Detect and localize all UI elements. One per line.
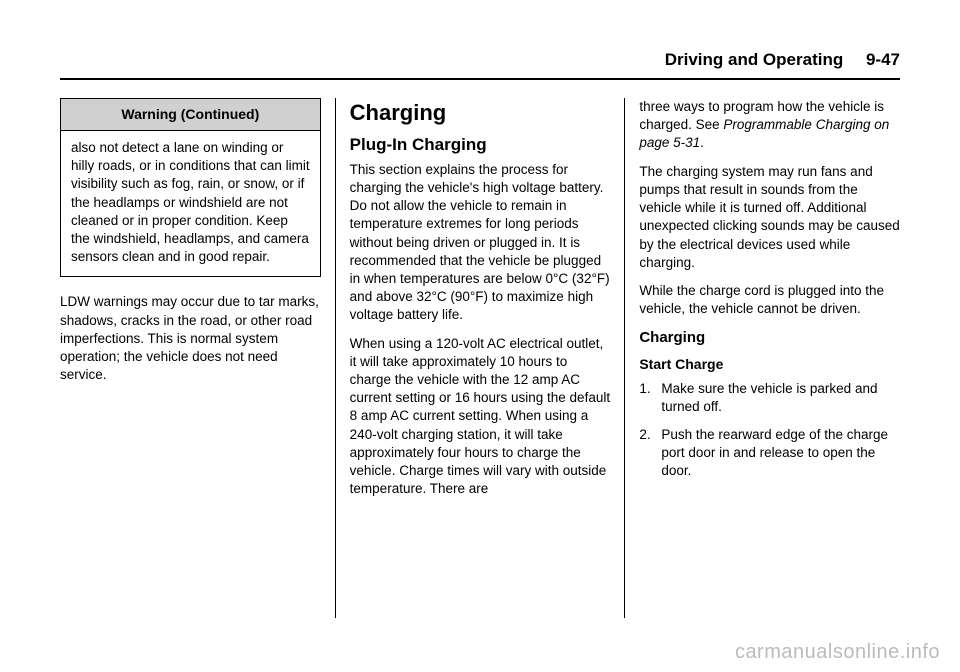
- step-2-number: 2.: [639, 426, 661, 481]
- ldw-paragraph: LDW warnings may occur due to tar marks,…: [60, 293, 321, 384]
- program-text-c: .: [700, 135, 704, 150]
- step-1-number: 1.: [639, 380, 661, 416]
- warning-body: also not detect a lane on winding or hil…: [61, 131, 320, 277]
- step-2-text: Push the rearward edge of the charge por…: [661, 426, 900, 481]
- watermark: carmanualsonline.info: [735, 641, 940, 664]
- content-columns: Warning (Continued) also not detect a la…: [60, 98, 900, 618]
- warning-box: Warning (Continued) also not detect a la…: [60, 98, 321, 277]
- page-header: Driving and Operating 9-47: [60, 50, 900, 80]
- step-2: 2. Push the rearward edge of the charge …: [639, 426, 900, 481]
- section-title: Driving and Operating: [665, 50, 844, 69]
- step-1: 1. Make sure the vehicle is parked and t…: [639, 380, 900, 416]
- program-para: three ways to program how the vehicle is…: [639, 98, 900, 153]
- column-2: Charging Plug-In Charging This section e…: [335, 98, 626, 618]
- step-1-text: Make sure the vehicle is parked and turn…: [661, 380, 900, 416]
- warning-title: Warning (Continued): [61, 99, 320, 131]
- cord-para: While the charge cord is plugged into th…: [639, 282, 900, 318]
- start-charge-heading: Start Charge: [639, 355, 900, 374]
- fans-para: The charging system may run fans and pum…: [639, 163, 900, 272]
- column-1: Warning (Continued) also not detect a la…: [60, 98, 335, 618]
- plugin-para-1: This section explains the process for ch…: [350, 161, 611, 325]
- charging-subheading: Charging: [639, 328, 900, 348]
- manual-page: Driving and Operating 9-47 Warning (Cont…: [0, 0, 960, 672]
- plugin-charging-heading: Plug-In Charging: [350, 134, 611, 157]
- charging-heading: Charging: [350, 98, 611, 128]
- start-charge-steps: 1. Make sure the vehicle is parked and t…: [639, 380, 900, 481]
- column-3: three ways to program how the vehicle is…: [625, 98, 900, 618]
- plugin-para-2: When using a 120-volt AC electrical outl…: [350, 335, 611, 499]
- page-number: 9-47: [866, 50, 900, 69]
